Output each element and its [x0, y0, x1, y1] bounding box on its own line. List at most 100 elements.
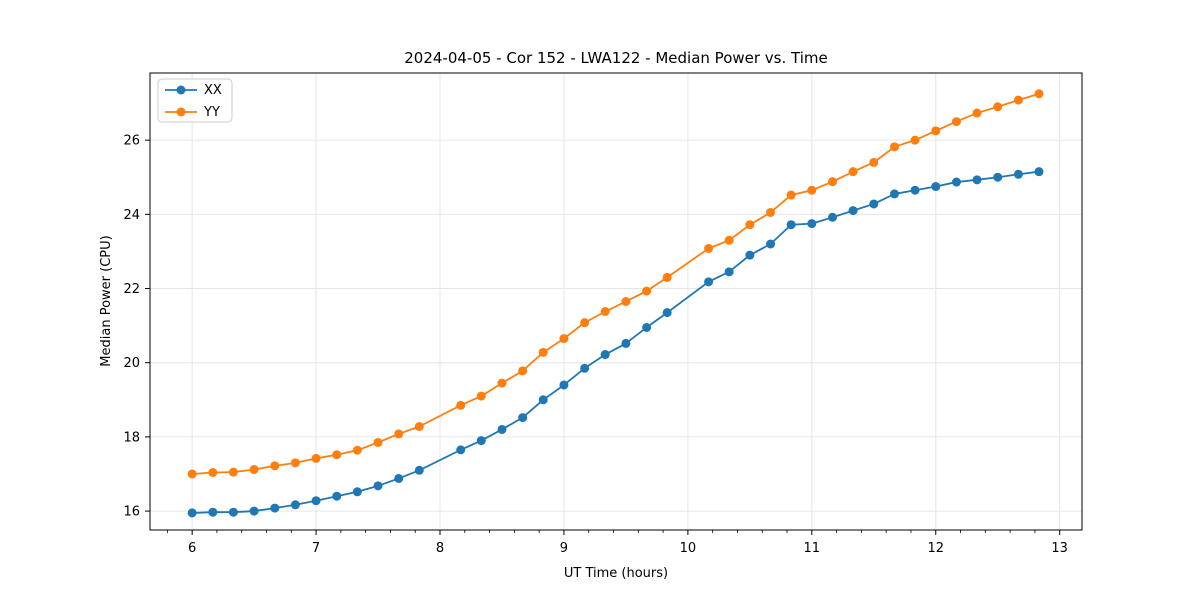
- series-line-yy: [192, 92, 1040, 475]
- data-point-xx: [476, 436, 486, 446]
- data-point-yy: [931, 126, 941, 136]
- data-point-yy: [621, 297, 631, 306]
- data-point-yy: [373, 437, 383, 447]
- data-point-yy: [786, 190, 796, 200]
- data-point-yy: [807, 185, 817, 195]
- data-point-xx: [332, 491, 342, 501]
- x-axis-ticks: 6 7 8 9 10 11 12 13: [166, 530, 1068, 556]
- x-axis-label: UT Time (hours): [564, 566, 668, 581]
- data-point-xx: [456, 445, 466, 455]
- data-point-xx: [228, 507, 238, 517]
- y-tick-label: 26: [123, 134, 140, 149]
- data-point-yy: [848, 167, 858, 177]
- y-axis-ticks: 16 18 20 22 24 26: [123, 134, 150, 520]
- data-point-yy: [208, 468, 218, 478]
- data-point-xx: [704, 277, 714, 287]
- data-point-yy: [228, 467, 238, 477]
- data-point-xx: [187, 508, 197, 518]
- data-point-xx: [931, 182, 941, 192]
- data-point-yy: [559, 334, 569, 344]
- data-point-yy: [951, 117, 961, 127]
- data-point-yy: [456, 400, 466, 410]
- data-point-yy: [972, 108, 982, 118]
- data-point-yy: [724, 235, 734, 245]
- data-point-xx: [580, 363, 590, 373]
- x-tick-label: 13: [1051, 541, 1068, 556]
- data-point-xx: [993, 172, 1003, 182]
- data-point-xx: [951, 177, 961, 187]
- data-point-yy: [497, 378, 507, 388]
- data-point-yy: [889, 142, 899, 152]
- x-tick-label: 10: [680, 541, 697, 556]
- data-point-xx: [538, 395, 548, 405]
- data-point-yy: [910, 135, 920, 145]
- x-tick-label: 9: [560, 541, 568, 556]
- data-point-xx: [518, 413, 528, 423]
- data-point-yy: [869, 157, 879, 167]
- y-tick-label: 16: [123, 505, 140, 520]
- legend-sample-marker-yy: [176, 107, 186, 117]
- data-point-xx: [249, 506, 259, 516]
- x-tick-label: 11: [804, 541, 821, 556]
- data-point-yy: [332, 450, 342, 460]
- data-point-xx: [662, 308, 672, 318]
- data-point-yy: [828, 177, 838, 187]
- x-tick-label: 6: [188, 541, 196, 556]
- data-point-xx: [869, 199, 879, 209]
- data-point-xx: [270, 503, 280, 513]
- data-point-xx: [786, 220, 796, 230]
- data-point-yy: [1013, 95, 1023, 105]
- data-point-yy: [600, 307, 610, 317]
- legend-label-yy: YY: [203, 105, 220, 120]
- data-point-xx: [414, 465, 424, 475]
- data-point-xx: [642, 322, 652, 332]
- data-point-xx: [311, 496, 321, 506]
- data-point-xx: [972, 175, 982, 185]
- data-point-yy: [249, 465, 259, 475]
- data-point-yy: [414, 422, 424, 432]
- series-group: [187, 89, 1044, 518]
- data-point-yy: [766, 207, 776, 217]
- data-point-xx: [373, 481, 383, 491]
- data-point-yy: [394, 429, 404, 439]
- data-point-yy: [704, 243, 714, 253]
- data-point-xx: [1013, 169, 1023, 179]
- data-point-xx: [352, 487, 362, 497]
- data-point-yy: [538, 347, 548, 357]
- data-point-yy: [187, 469, 197, 479]
- data-point-xx: [807, 219, 817, 229]
- data-point-yy: [290, 458, 300, 468]
- x-tick-label: 12: [927, 541, 944, 556]
- data-point-yy: [580, 318, 590, 328]
- data-point-xx: [766, 239, 776, 249]
- data-point-yy: [518, 366, 528, 376]
- data-point-xx: [208, 507, 218, 517]
- grid: [150, 73, 1082, 530]
- data-point-xx: [1034, 167, 1044, 177]
- data-point-xx: [290, 500, 300, 510]
- data-point-yy: [1034, 89, 1044, 99]
- y-tick-label: 20: [123, 356, 140, 371]
- data-point-xx: [394, 473, 404, 483]
- legend-sample-marker-xx: [176, 85, 186, 95]
- x-tick-label: 8: [436, 541, 444, 556]
- y-tick-label: 24: [123, 208, 140, 223]
- data-point-yy: [352, 445, 362, 455]
- series-line-xx: [192, 170, 1040, 514]
- data-point-xx: [724, 267, 734, 277]
- legend: XX YY: [157, 78, 233, 123]
- data-point-xx: [889, 189, 899, 199]
- data-point-xx: [828, 212, 838, 222]
- data-point-yy: [993, 102, 1003, 112]
- axes-frame: [149, 72, 1083, 531]
- x-tick-label: 7: [312, 541, 320, 556]
- data-point-yy: [642, 286, 652, 296]
- data-point-xx: [497, 424, 507, 434]
- data-point-xx: [745, 250, 755, 260]
- data-point-xx: [559, 380, 569, 390]
- data-point-yy: [311, 453, 321, 463]
- data-point-yy: [476, 391, 486, 401]
- data-point-yy: [662, 272, 672, 282]
